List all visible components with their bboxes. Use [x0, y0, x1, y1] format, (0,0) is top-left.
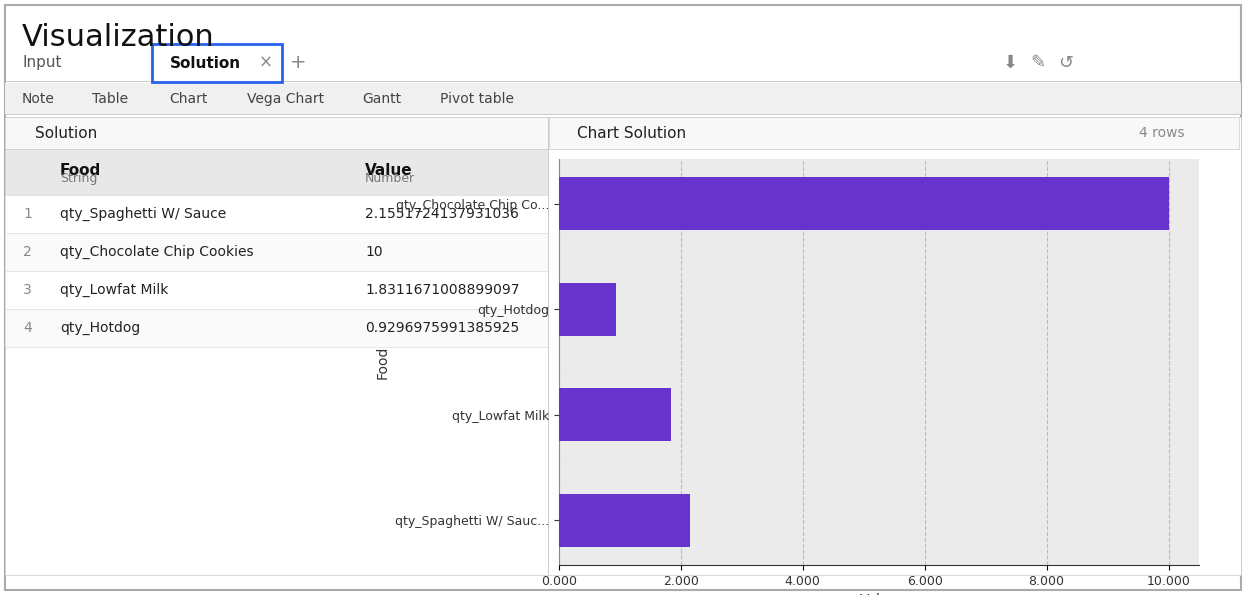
Bar [559, 283, 616, 336]
Text: Food: Food [60, 163, 101, 178]
Text: Value: Value [365, 163, 412, 178]
Bar [5, 233, 548, 271]
Text: ✎: ✎ [1030, 54, 1045, 72]
Text: 1: 1 [22, 207, 32, 221]
Text: Table: Table [92, 92, 128, 106]
Y-axis label: Food: Food [375, 345, 390, 378]
Text: +: + [290, 54, 307, 73]
Text: Solution: Solution [35, 126, 97, 140]
Bar [5, 83, 1241, 115]
Bar [559, 177, 1169, 230]
Text: 1.8311671008899097: 1.8311671008899097 [365, 283, 520, 297]
Text: qty_Spaghetti W/ Sauce: qty_Spaghetti W/ Sauce [60, 207, 227, 221]
Bar [559, 389, 670, 441]
Text: 2.1551724137931036: 2.1551724137931036 [365, 207, 518, 221]
Text: qty_Hotdog: qty_Hotdog [60, 321, 141, 335]
Text: 4 rows: 4 rows [1139, 126, 1185, 140]
Text: ×: × [259, 54, 273, 72]
Bar [152, 44, 282, 82]
Text: 4: 4 [22, 321, 31, 335]
Bar [5, 195, 548, 233]
X-axis label: Value: Value [860, 593, 898, 595]
Text: Number: Number [365, 172, 415, 185]
Text: Pivot table: Pivot table [440, 92, 513, 106]
Text: ↺: ↺ [1058, 54, 1074, 72]
Text: 10: 10 [365, 245, 383, 259]
Text: ⬇: ⬇ [1003, 54, 1018, 72]
Bar [5, 149, 548, 195]
Text: Vega Chart: Vega Chart [247, 92, 324, 106]
Bar [5, 117, 548, 149]
Bar [5, 117, 1241, 575]
Text: Note: Note [22, 92, 55, 106]
Text: qty_Lowfat Milk: qty_Lowfat Milk [60, 283, 168, 297]
Bar [549, 117, 1239, 149]
Bar [5, 114, 1241, 115]
Text: 3: 3 [22, 283, 31, 297]
Text: Visualization: Visualization [22, 23, 214, 52]
Text: Chart: Chart [169, 92, 208, 106]
Text: 0.9296975991385925: 0.9296975991385925 [365, 321, 520, 335]
Text: String: String [60, 172, 97, 185]
Text: Gantt: Gantt [363, 92, 401, 106]
Bar [559, 494, 690, 547]
Text: Solution: Solution [169, 55, 242, 70]
Text: qty_Chocolate Chip Cookies: qty_Chocolate Chip Cookies [60, 245, 254, 259]
Text: Chart Solution: Chart Solution [577, 126, 687, 140]
Bar [5, 271, 548, 309]
Text: 2: 2 [22, 245, 31, 259]
Text: Input: Input [22, 55, 61, 70]
Bar [5, 81, 1241, 82]
Bar [5, 309, 548, 347]
